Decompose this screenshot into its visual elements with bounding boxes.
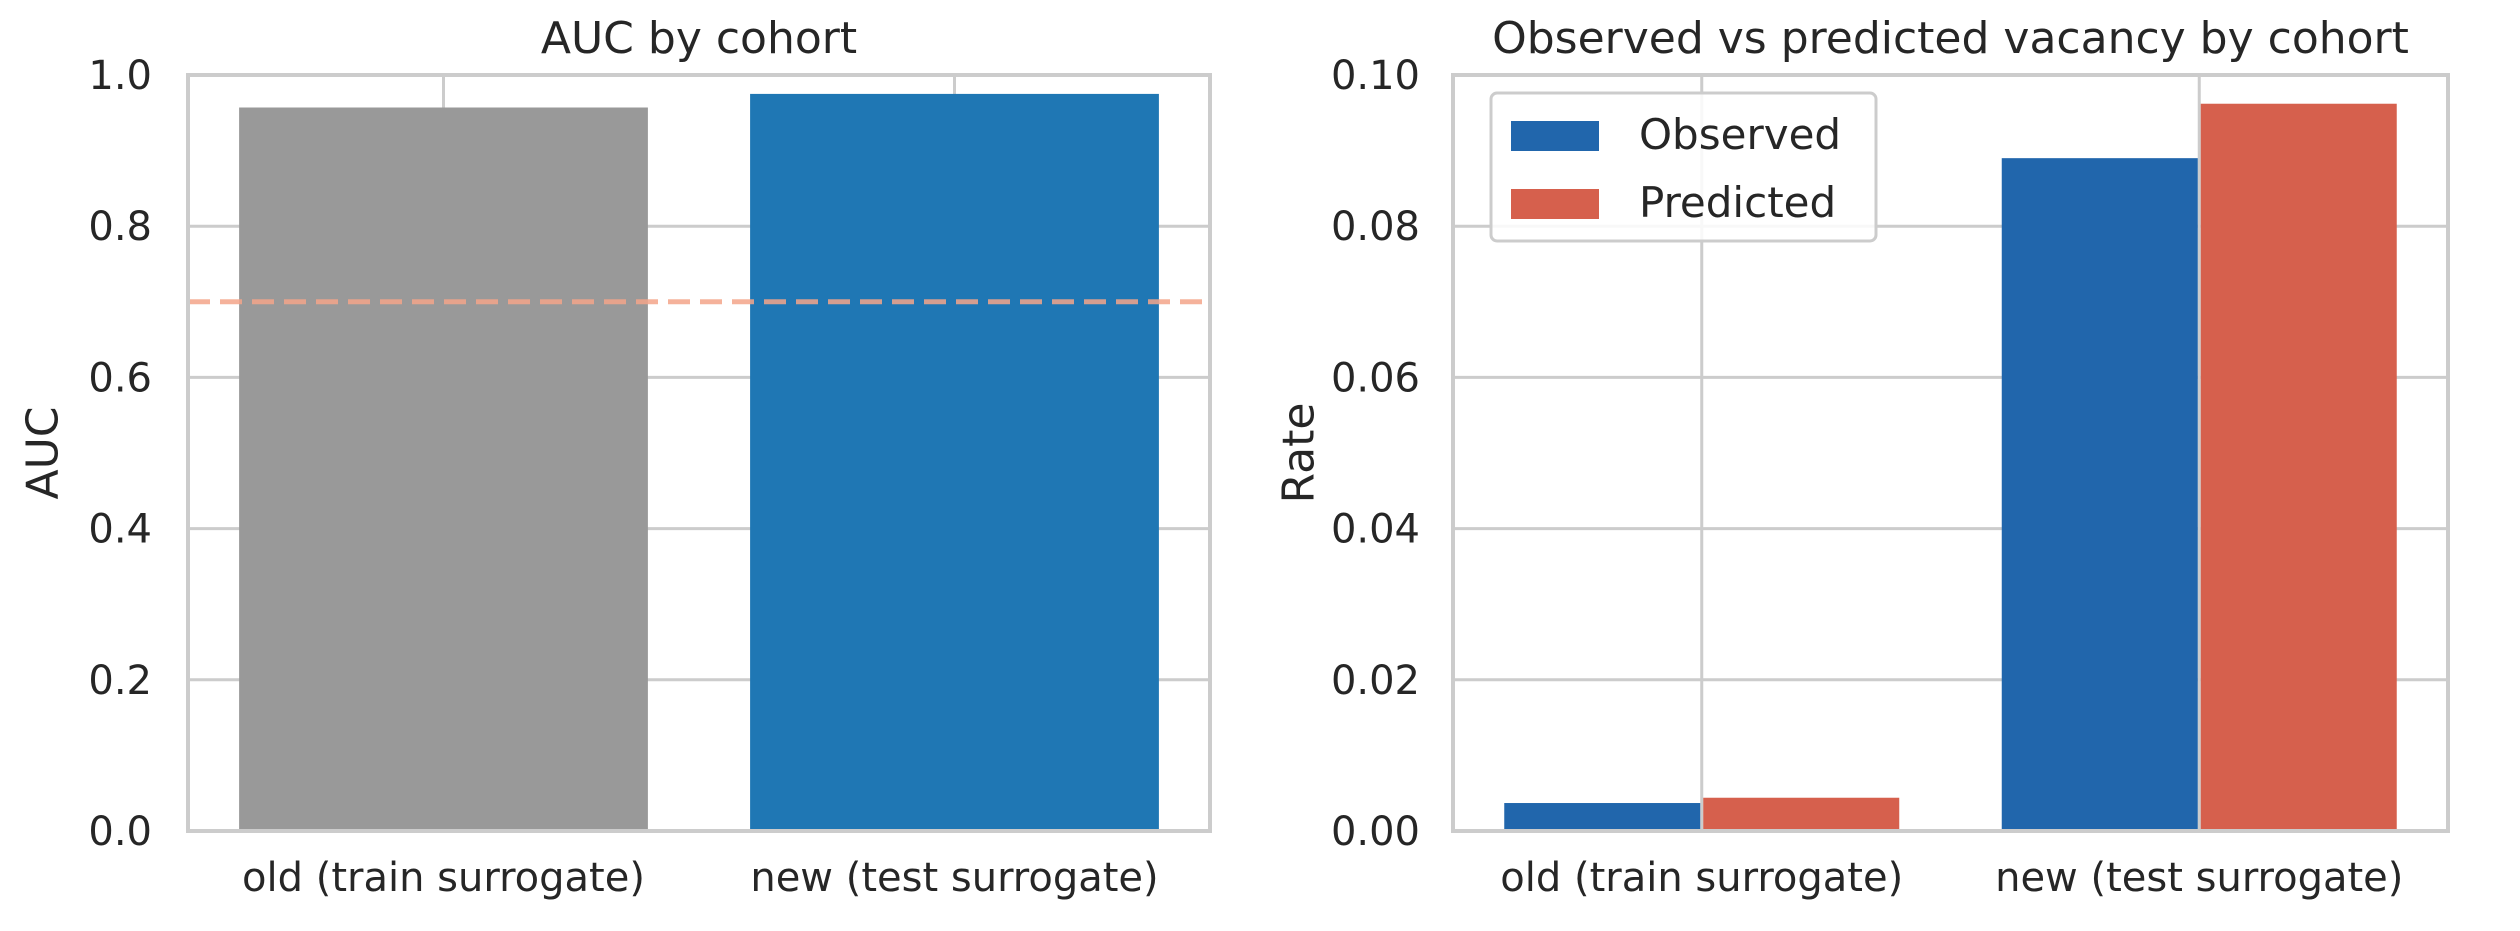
- bar-0: [239, 107, 648, 832]
- bar-predicted-1: [2200, 103, 2397, 831]
- chart-title: Observed vs predicted vacancy by cohort: [1492, 13, 2409, 64]
- xtick-label-1: new (test surrogate): [1995, 855, 2403, 901]
- y-axis-label: AUC: [17, 406, 68, 499]
- ytick-label-1: 0.2: [88, 658, 152, 704]
- bar-1: [750, 93, 1159, 831]
- y-axis-label: Rate: [1273, 403, 1324, 504]
- xtick-label-1: new (test surrogate): [750, 855, 1158, 901]
- axes-frame: [1451, 73, 2450, 833]
- ytick-label-2: 0.04: [1331, 507, 1420, 553]
- ytick-label-2: 0.4: [88, 507, 152, 553]
- chart-title: AUC by cohort: [541, 13, 857, 64]
- axes-frame: [186, 73, 1212, 833]
- ytick-label-0: 0.0: [88, 809, 152, 855]
- ytick-label-5: 0.10: [1331, 53, 1420, 99]
- legend-swatch-observed: [1511, 121, 1599, 151]
- xtick-label-0: old (train surrogate): [1500, 855, 1903, 901]
- ytick-label-3: 0.6: [88, 355, 152, 401]
- ytick-label-4: 0.08: [1331, 204, 1420, 250]
- ytick-label-5: 1.0: [88, 53, 152, 99]
- bar-observed-1: [2001, 158, 2198, 831]
- legend-label-predicted: Predicted: [1639, 178, 1836, 227]
- ytick-label-3: 0.06: [1331, 355, 1420, 401]
- ytick-label-1: 0.02: [1331, 658, 1420, 704]
- legend-swatch-predicted: [1511, 189, 1599, 219]
- ytick-label-4: 0.8: [88, 204, 152, 250]
- legend-label-observed: Observed: [1639, 110, 1841, 159]
- ytick-label-0: 0.00: [1331, 809, 1420, 855]
- bar-observed-0: [1504, 803, 1701, 831]
- bar-predicted-0: [1703, 797, 1900, 831]
- xtick-label-0: old (train surrogate): [242, 855, 645, 901]
